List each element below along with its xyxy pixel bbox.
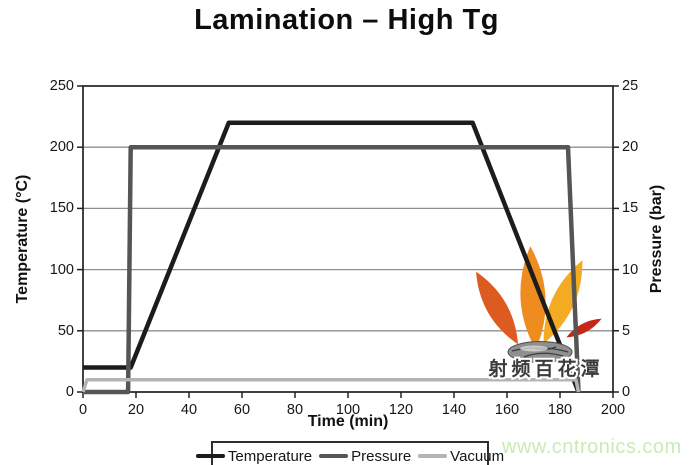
legend-item-vacuum: Vacuum (418, 448, 504, 465)
stone-icon (507, 341, 573, 363)
flame-logo (476, 246, 602, 350)
site-watermark: www.cntronics.com (502, 436, 682, 458)
flame-left-petal (476, 271, 518, 345)
y-left-tick-label: 100 (49, 261, 74, 278)
x-tick-label: 120 (388, 402, 414, 418)
series-lines (81, 120, 581, 395)
y-axis-title-left: Temperature (°C) (14, 174, 31, 304)
legend-label-vacuum: Vacuum (450, 447, 505, 465)
y-right-tick-label: 0 (622, 384, 631, 400)
y-right-tick-label: 5 (622, 322, 631, 339)
chart-title: Lamination – High Tg (194, 4, 499, 36)
y-left-tick-label: 200 (49, 139, 74, 156)
series-line-temperature (83, 120, 581, 393)
flame-middle-petal (520, 246, 546, 350)
x-tick-label: 40 (180, 402, 198, 418)
series-line-pressure (83, 144, 581, 395)
x-tick-label: 160 (494, 402, 520, 418)
x-tick-label: 60 (233, 402, 251, 418)
legend-label-pressure: Pressure (351, 447, 412, 465)
legend-item-temperature: Temperature (195, 447, 313, 465)
x-tick-label: 100 (335, 402, 361, 418)
y-left-tick-label: 250 (49, 78, 74, 94)
x-axis-title: Time (min) (307, 413, 389, 430)
x-tick-label: 0 (78, 402, 88, 418)
x-tick-label: 80 (286, 402, 304, 418)
legend-label-temperature: Temperature (227, 447, 313, 465)
y-right-tick-label: 10 (622, 261, 639, 278)
y-left-tick-label: 150 (49, 200, 74, 217)
y-right-tick-label: 25 (622, 78, 639, 94)
legend-swatch-vacuum (418, 454, 448, 458)
legend-swatch-pressure (319, 454, 349, 458)
watermark-caption: 射频百花潭 (487, 357, 603, 380)
legend-swatch-temperature (195, 454, 225, 458)
legend-box: Temperature Pressure Vacuum (195, 441, 504, 465)
y-right-tick-label: 15 (622, 200, 639, 217)
x-tick-label: 140 (441, 402, 467, 418)
x-tick-label: 200 (600, 402, 626, 418)
y-left-tick-label: 50 (57, 322, 74, 339)
flame-bottom-petal (566, 318, 602, 338)
legend-item-pressure: Pressure (319, 448, 411, 465)
y-left-tick-label: 0 (65, 384, 74, 400)
x-tick-label: 180 (547, 402, 573, 418)
x-tick-label: 20 (127, 402, 145, 418)
y-right-tick-label: 20 (622, 139, 639, 156)
series-line-vacuum (81, 378, 581, 393)
